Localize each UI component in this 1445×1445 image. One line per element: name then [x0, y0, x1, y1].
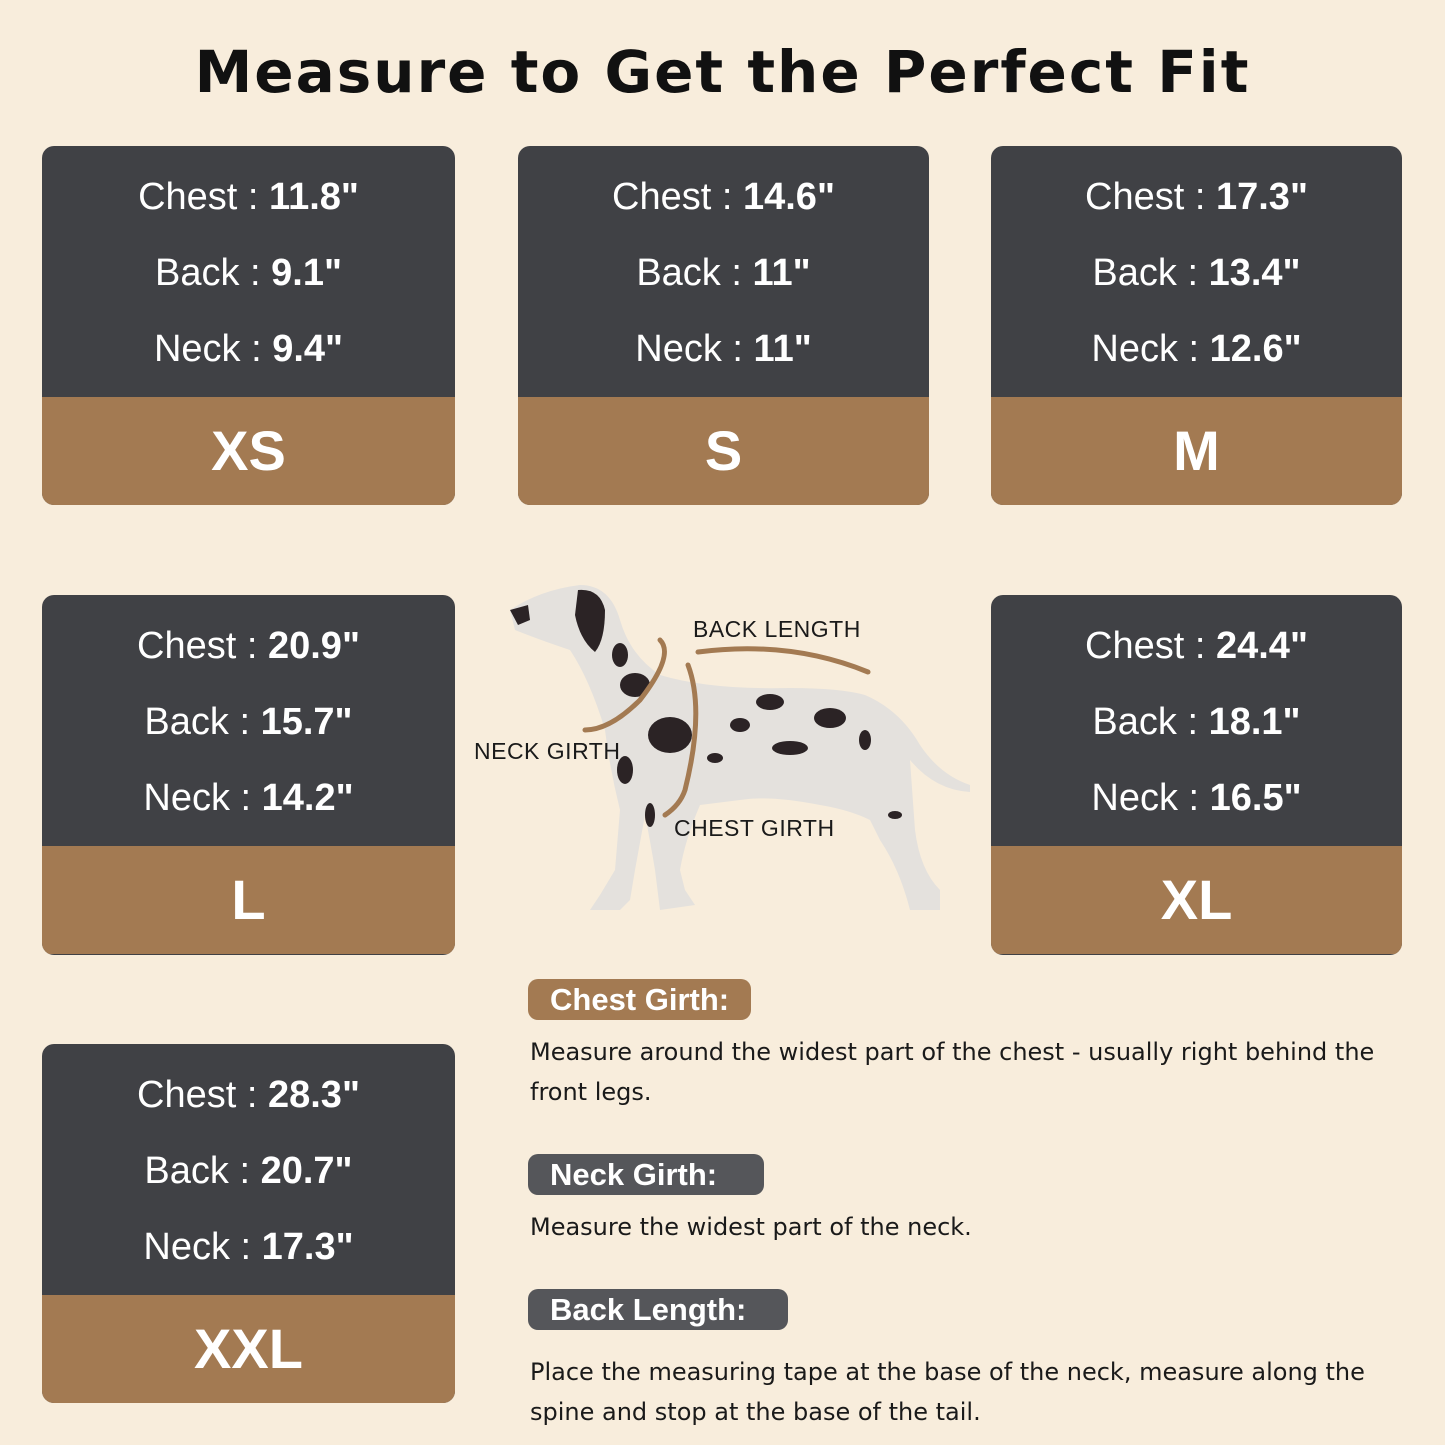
chest-measurement: Chest : 24.4": [991, 625, 1402, 668]
neck-value: 12.6": [1209, 327, 1302, 370]
size-card-xl: Chest : 24.4" Back : 18.1" Neck : 16.5" XL: [991, 595, 1402, 955]
back-label: Back :: [144, 1149, 251, 1192]
size-label: M: [991, 397, 1402, 505]
size-label: XXL: [42, 1295, 455, 1403]
chest-measurement: Chest : 28.3": [42, 1074, 455, 1117]
neck-girth-heading: Neck Girth:: [528, 1154, 764, 1195]
back-label: Back :: [154, 251, 261, 294]
neck-measurement: Neck : 16.5": [991, 777, 1402, 820]
chest-girth-label: CHEST GIRTH: [674, 815, 835, 841]
chest-value: 11.8": [269, 176, 359, 219]
back-value: 15.7": [260, 700, 353, 743]
chest-label: Chest :: [137, 625, 258, 668]
neck-label: Neck :: [635, 327, 743, 370]
size-label: S: [518, 397, 929, 505]
neck-label: Neck :: [143, 776, 252, 819]
back-measurement: Back : 18.1": [991, 701, 1402, 744]
back-measurement: Back : 13.4": [991, 252, 1402, 295]
back-measurement: Back : 15.7": [42, 701, 455, 744]
back-label: Back :: [1092, 251, 1199, 294]
neck-value: 16.5": [1209, 776, 1302, 819]
chest-label: Chest :: [612, 176, 733, 219]
neck-label: Neck :: [143, 1225, 252, 1268]
size-card-xs: Chest : 11.8" Back : 9.1" Neck : 9.4" XS: [42, 146, 455, 505]
neck-measurement: Neck : 9.4": [42, 328, 455, 371]
back-label: Back :: [1092, 700, 1199, 743]
neck-measurement: Neck : 17.3": [42, 1226, 455, 1269]
chest-value: 24.4": [1215, 625, 1308, 668]
neck-girth-description: Measure the widest part of the neck.: [530, 1213, 972, 1241]
measurements: Chest : 24.4" Back : 18.1" Neck : 16.5": [991, 595, 1402, 846]
dalmatian-measurement-illustration: [510, 585, 970, 910]
chest-measurement: Chest : 11.8": [42, 176, 455, 219]
back-measurement: Back : 20.7": [42, 1150, 455, 1193]
neck-value: 9.4": [272, 327, 344, 370]
measurements: Chest : 14.6" Back : 11" Neck : 11": [518, 146, 929, 397]
neck-measurement: Neck : 12.6": [991, 328, 1402, 371]
size-label: XS: [42, 397, 455, 505]
back-value: 18.1": [1208, 700, 1301, 743]
back-label: Back :: [636, 251, 742, 294]
size-label: XL: [991, 846, 1402, 954]
chest-label: Chest :: [138, 176, 259, 219]
neck-label: Neck :: [1091, 776, 1200, 819]
size-card-xxl: Chest : 28.3" Back : 20.7" Neck : 17.3" XXL: [42, 1044, 455, 1403]
size-card-s: Chest : 14.6" Back : 11" Neck : 11" S: [518, 146, 929, 505]
chest-label: Chest :: [1085, 176, 1206, 219]
size-card-m: Chest : 17.3" Back : 13.4" Neck : 12.6" M: [991, 146, 1402, 505]
chest-label: Chest :: [137, 1074, 258, 1117]
neck-label: Neck :: [153, 327, 262, 370]
back-measurement: Back : 9.1": [42, 252, 455, 295]
chest-girth-heading: Chest Girth:: [528, 979, 752, 1020]
chest-value: 28.3": [267, 1074, 360, 1117]
chest-girth-description: Measure around the widest part of the ch…: [530, 1038, 1375, 1106]
back-length-description: Place the measuring tape at the base of …: [530, 1358, 1365, 1426]
chest-label: Chest :: [1085, 625, 1206, 668]
back-length-label: BACK LENGTH: [693, 616, 861, 642]
size-card-l: Chest : 20.9" Back : 15.7" Neck : 14.2" L: [42, 595, 455, 955]
chest-measurement: Chest : 17.3": [991, 176, 1402, 219]
measurements: Chest : 28.3" Back : 20.7" Neck : 17.3": [42, 1044, 455, 1295]
measurements: Chest : 17.3" Back : 13.4" Neck : 12.6": [991, 146, 1402, 397]
neck-girth-label: NECK GIRTH: [474, 738, 621, 764]
size-label: L: [42, 846, 455, 954]
back-value: 13.4": [1208, 251, 1301, 294]
measurements: Chest : 20.9" Back : 15.7" Neck : 14.2": [42, 595, 455, 846]
back-value: 20.7": [260, 1149, 353, 1192]
chest-value: 14.6": [742, 176, 835, 219]
chest-measurement: Chest : 14.6": [518, 176, 929, 219]
chest-value: 17.3": [1215, 176, 1308, 219]
page-title: Measure to Get the Perfect Fit: [194, 38, 1251, 106]
measurements: Chest : 11.8" Back : 9.1" Neck : 9.4": [42, 146, 455, 397]
back-length-heading: Back Length:: [528, 1289, 788, 1330]
neck-measurement: Neck : 14.2": [42, 777, 455, 820]
chest-measurement: Chest : 20.9": [42, 625, 455, 668]
neck-value: 14.2": [261, 776, 354, 819]
neck-value: 17.3": [261, 1225, 354, 1268]
back-value: 11": [752, 251, 811, 294]
back-value: 9.1": [271, 251, 342, 294]
neck-label: Neck :: [1091, 327, 1200, 370]
back-measurement: Back : 11": [518, 252, 929, 295]
neck-value: 11": [753, 327, 812, 370]
back-label: Back :: [144, 700, 251, 743]
neck-measurement: Neck : 11": [518, 328, 929, 371]
chest-value: 20.9": [267, 625, 360, 668]
